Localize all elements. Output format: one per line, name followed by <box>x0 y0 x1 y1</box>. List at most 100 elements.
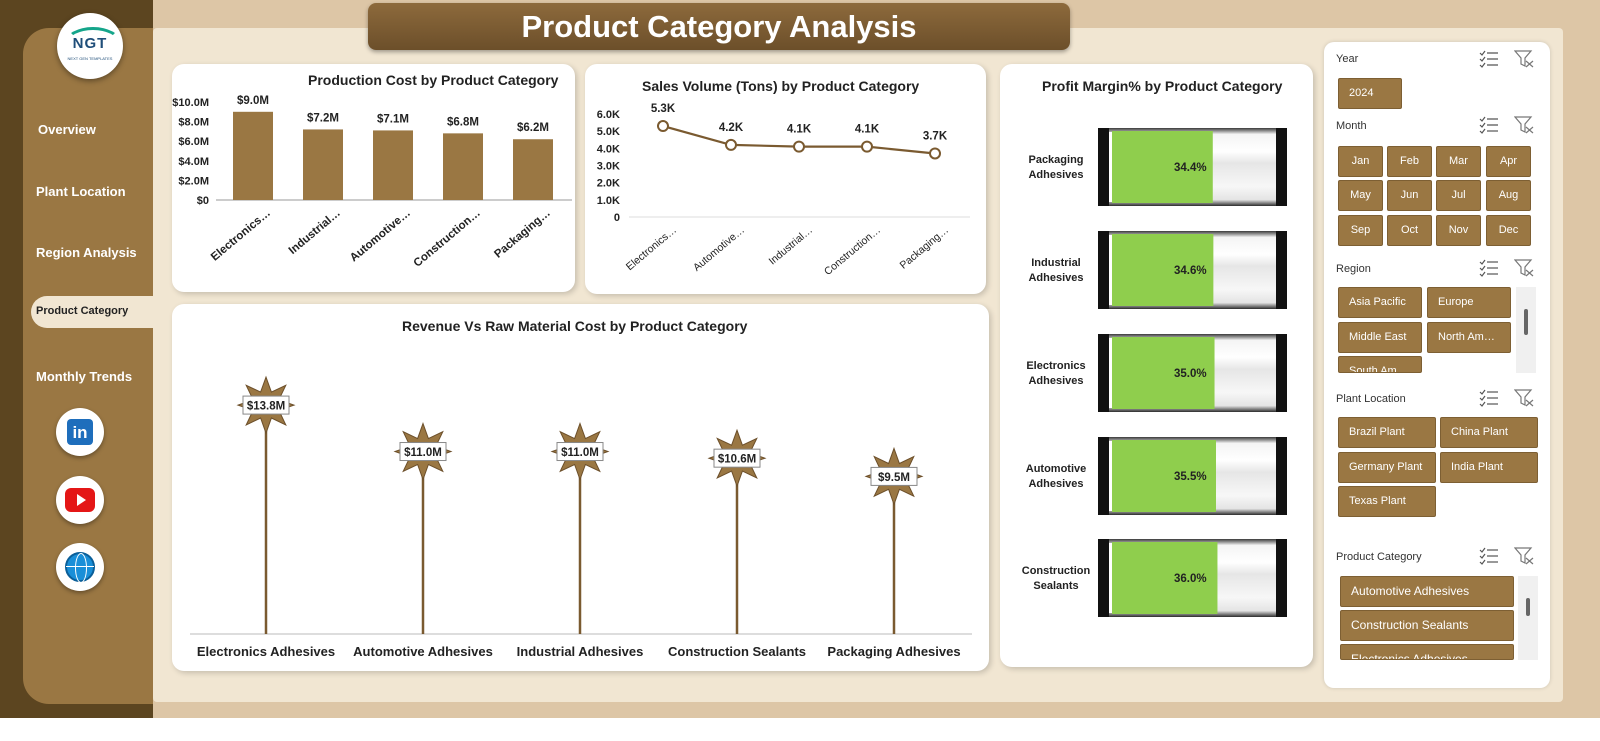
x-tick-label: Packaging… <box>492 207 553 261</box>
slicer-month-jul[interactable]: Jul <box>1436 180 1481 211</box>
logo-text: NGT <box>72 35 108 52</box>
clear-filter-icon[interactable] <box>1514 547 1534 565</box>
clear-x <box>1525 126 1534 134</box>
globe-icon <box>65 552 95 583</box>
clear-filter-icon[interactable] <box>1514 389 1534 407</box>
nav-region-analysis[interactable]: Region Analysis <box>36 245 137 260</box>
nav-product-category[interactable]: Product Category <box>31 296 153 328</box>
website-button[interactable] <box>56 543 104 591</box>
slicer-month-dec[interactable]: Dec <box>1486 215 1531 246</box>
category-scroll-thumb[interactable] <box>1526 598 1530 616</box>
gauge-fill <box>1112 131 1213 203</box>
clear-filter-icon[interactable] <box>1514 259 1534 277</box>
data-label: $6.8M <box>447 116 479 128</box>
slicer-category-electronics[interactable]: Electronics Adhesives <box>1340 644 1514 660</box>
bar <box>303 129 343 200</box>
clear-filter-icon[interactable] <box>1514 116 1534 134</box>
clear-x <box>1525 557 1534 565</box>
slicer-plant-texas[interactable]: Texas Plant <box>1338 486 1436 517</box>
data-label-box <box>870 466 918 486</box>
y-tick-label: Adhesives <box>1028 272 1083 284</box>
slicer-category-header: Product Category <box>1336 551 1422 563</box>
slicer-plant-india[interactable]: India Plant <box>1440 452 1538 483</box>
gauge-fill <box>1112 542 1218 614</box>
slicer-month-jan[interactable]: Jan <box>1338 146 1383 177</box>
x-tick-label: Construction… <box>822 224 883 278</box>
funnel-shape <box>1514 389 1533 406</box>
ngt-logo: NGT NEXT GEN TEMPLATES <box>57 13 123 79</box>
nav-monthly-trends[interactable]: Monthly Trends <box>36 369 133 384</box>
gauge-cap-right <box>1276 437 1287 515</box>
bar <box>443 133 483 200</box>
check-mark <box>1479 271 1486 277</box>
data-label: $7.2M <box>307 112 339 124</box>
y-tick-label: Sealants <box>1033 580 1078 592</box>
category-scrollbar[interactable] <box>1518 576 1538 660</box>
multi-select-icon[interactable] <box>1479 116 1499 134</box>
slicer-region-europe[interactable]: Europe <box>1427 287 1511 318</box>
check-mark <box>1479 559 1486 565</box>
slicer-month-aug[interactable]: Aug <box>1486 180 1531 211</box>
slicer-month-nov[interactable]: Nov <box>1436 215 1481 246</box>
region-scrollbar[interactable] <box>1516 287 1536 373</box>
slicer-plant-brazil[interactable]: Brazil Plant <box>1338 417 1436 448</box>
y-tick-label: $2.0M <box>178 175 209 187</box>
check-mark <box>1479 50 1486 56</box>
data-label: $7.1M <box>377 113 409 125</box>
y-tick-label: 1.0K <box>597 195 620 207</box>
check-mark <box>1479 265 1486 271</box>
slicer-year-2024[interactable]: 2024 <box>1338 78 1402 109</box>
slicer-month-feb[interactable]: Feb <box>1387 146 1432 177</box>
slicer-plant-germany[interactable]: Germany Plant <box>1338 452 1436 483</box>
clear-filter-icon[interactable] <box>1514 50 1534 68</box>
gauge-highlight <box>1109 441 1112 511</box>
data-label: $9.5M <box>878 472 910 484</box>
page-title: Product Category Analysis <box>368 3 1070 50</box>
slicer-region-south-america[interactable]: South Am… <box>1338 356 1422 373</box>
slicer-month-mar[interactable]: Mar <box>1436 146 1481 177</box>
slicer-month-oct[interactable]: Oct <box>1387 215 1432 246</box>
profit-margin-card: Profit Margin% by Product Category 34.4%… <box>1000 64 1313 667</box>
gauge-highlight <box>1109 338 1112 408</box>
check-mark <box>1479 389 1486 395</box>
production-cost-chart: $0 $2.0M $4.0M $6.0M $8.0M $10.0M $9.0M Electro… <box>172 95 572 270</box>
slicer-month-may[interactable]: May <box>1338 180 1383 211</box>
multi-select-icon[interactable] <box>1479 389 1499 407</box>
y-tick-label: 4.0K <box>597 143 620 155</box>
check-mark <box>1479 56 1486 62</box>
y-tick-label: Electronics <box>1026 360 1085 372</box>
slicer-region-asia-pacific[interactable]: Asia Pacific <box>1338 287 1422 318</box>
slicer-month-apr[interactable]: Apr <box>1486 146 1531 177</box>
slicer-plant-china[interactable]: China Plant <box>1440 417 1538 448</box>
nav-overview[interactable]: Overview <box>38 122 96 137</box>
data-label-box <box>556 442 604 462</box>
x-tick-label: Automotive… <box>691 224 747 274</box>
youtube-button[interactable] <box>56 476 104 524</box>
check-mark <box>1479 547 1486 553</box>
slicer-month-sep[interactable]: Sep <box>1338 215 1383 246</box>
check-mark <box>1479 401 1486 407</box>
y-tick-label: 0 <box>614 212 620 224</box>
data-label: $13.8M <box>247 401 285 413</box>
slicer-region-north-america[interactable]: North Am… <box>1427 322 1511 353</box>
x-tick-label: Packaging… <box>898 224 951 271</box>
data-point <box>861 140 873 153</box>
clear-x <box>1525 399 1534 407</box>
gauge-fill <box>1112 234 1214 306</box>
data-label: $6.2M <box>517 122 549 134</box>
slicer-category-construction[interactable]: Construction Sealants <box>1340 610 1514 641</box>
linkedin-button[interactable]: in <box>56 408 104 456</box>
gauge-cap-left <box>1098 539 1109 617</box>
y-tick-label: $8.0M <box>178 117 209 129</box>
multi-select-icon[interactable] <box>1479 50 1499 68</box>
multi-select-icon[interactable] <box>1479 259 1499 277</box>
y-tick-label: Automotive <box>1026 463 1087 475</box>
check-mark <box>1479 259 1486 265</box>
y-tick-label: Industrial <box>1031 257 1081 269</box>
region-scroll-thumb[interactable] <box>1524 309 1528 335</box>
nav-plant-location[interactable]: Plant Location <box>36 184 126 199</box>
slicer-category-automotive[interactable]: Automotive Adhesives <box>1340 576 1514 607</box>
multi-select-icon[interactable] <box>1479 547 1499 565</box>
slicer-month-jun[interactable]: Jun <box>1387 180 1432 211</box>
slicer-region-middle-east[interactable]: Middle East <box>1338 322 1422 353</box>
